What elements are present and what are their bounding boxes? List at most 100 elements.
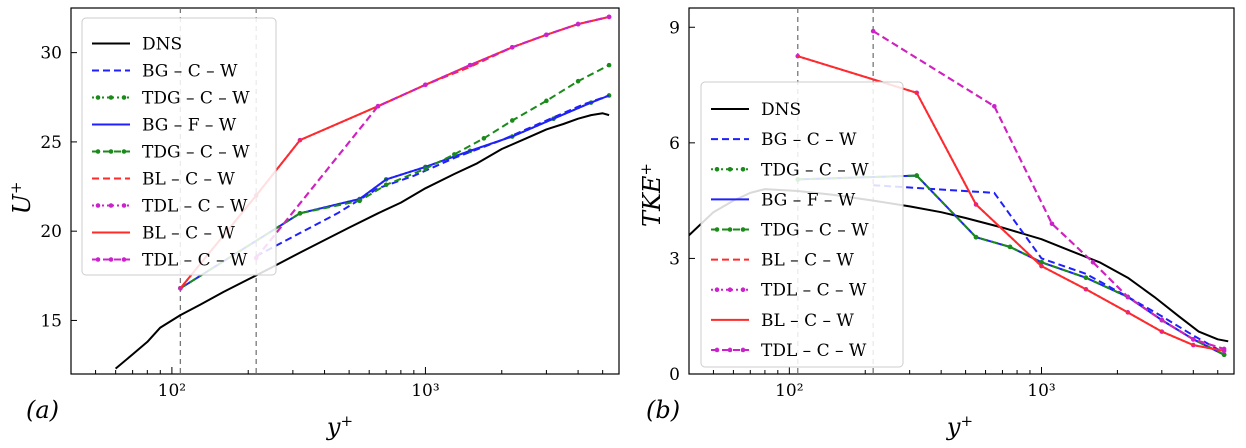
series-marker-TDG-C-W-dash: [1221, 352, 1227, 358]
legend-marker: [121, 149, 127, 154]
series-marker-TDG-C-W-dash: [973, 234, 979, 240]
series-marker-TDG-C-W-dash: [423, 166, 428, 171]
series-line-TDL-C-W-dash: [872, 30, 1225, 350]
legend-marker: [108, 203, 114, 208]
y-tick-label: 6: [669, 134, 680, 154]
legend-marker: [121, 203, 127, 208]
legend-marker: [108, 149, 114, 154]
y-tick-label: 3: [669, 249, 680, 269]
series-line-BL-C-W-solid: [179, 15, 610, 289]
legend-marker: [95, 257, 101, 262]
series-line-TDG-C-W-dash: [179, 64, 610, 290]
x-tick-label: 10³: [1027, 381, 1055, 401]
panel-b-frame: [688, 7, 1235, 375]
legend-marker: [714, 227, 720, 232]
legend-marker: [727, 347, 733, 353]
series-marker-TDG-C-W-dash: [544, 98, 549, 104]
legend-box: [81, 17, 277, 276]
x-tick-label: 10²: [158, 381, 186, 401]
legend-marker: [740, 347, 746, 353]
series-marker-TDL-C-W-dash: [509, 44, 515, 50]
legend-label: TDG – C – W: [761, 221, 869, 241]
legend-label: TDG – C – W: [142, 89, 250, 109]
panel-a-frame: [70, 7, 620, 375]
series-marker-TDG-C-W-dash: [1083, 275, 1089, 280]
series-marker-TDG-C-W-dash: [509, 118, 515, 123]
legend-marker: [95, 95, 101, 100]
legend-label: BL – C – W: [142, 224, 235, 244]
series-marker-TDL-C-W-dash: [1191, 337, 1196, 342]
series-line-BG-C-W: [873, 184, 1225, 354]
legend-marker: [121, 257, 127, 262]
series-marker-TDG-C-W-dash: [481, 136, 487, 141]
series-marker-TDG-C-W-dash: [914, 173, 920, 178]
series-line-BL-C-W-dash: [872, 30, 1225, 350]
series-marker-TDL-C-W-dash: [606, 14, 612, 20]
legend-label: BG – F – W: [142, 116, 237, 136]
legend-label: BL – C – W: [142, 170, 235, 190]
legend-marker: [740, 166, 746, 172]
y-tick-label: 20: [40, 222, 62, 242]
legend-marker: [121, 95, 127, 100]
series-marker-TDL-C-W-dash: [1159, 317, 1165, 323]
series-marker-TDG-C-W-dash: [357, 198, 362, 204]
series-line-DNS: [114, 112, 610, 370]
panel-b-xlabel: y+: [946, 412, 973, 441]
legend-box: [700, 81, 904, 368]
series-marker-TDG-C-W-dash: [383, 182, 389, 188]
series-line-BL-C-W-solid: [797, 55, 1225, 352]
panel-a-xlabel: y+: [326, 412, 353, 441]
legend-label: BG – C – W: [761, 130, 857, 150]
series-marker-TDL-C-W-dash: [1049, 221, 1055, 227]
panel-b-ylabel: TKE+: [637, 163, 666, 227]
legend-marker: [714, 287, 720, 293]
legend-marker: [740, 287, 746, 293]
series-marker-TDL-C-W-dash: [1221, 346, 1227, 352]
panel-b-tag: (b): [646, 396, 680, 424]
x-tick-label: 10³: [411, 381, 439, 401]
series-marker-TDG-C-W-dash: [575, 78, 581, 84]
series-marker-TDG-C-W-dash: [606, 62, 612, 68]
panel-a: 10² 10³ 15 20 25 30 y+ U+ (a) DNS BG – C – W TD…: [7, 7, 620, 441]
legend-label: BG – F – W: [761, 190, 856, 210]
legend-label: DNS: [761, 100, 801, 120]
series-marker-TDG-C-W-dash: [297, 211, 303, 216]
series-marker-TDL-C-W-dash: [575, 21, 581, 27]
legend-label: TDG – C – W: [761, 160, 869, 180]
series-marker-TDL-C-W-dash: [1090, 259, 1096, 265]
legend-marker: [108, 95, 114, 100]
series-marker-TDL-C-W-dash: [992, 103, 997, 109]
series-line-TDL-C-W-dash: [255, 15, 610, 259]
y-tick-label: 25: [40, 133, 62, 153]
legend-label: BG – C – W: [142, 62, 238, 82]
series-marker-TDL-C-W-dash: [544, 32, 549, 38]
legend-label: TDL – C – W: [142, 197, 248, 217]
legend-marker: [727, 287, 733, 293]
legend-label: TDG – C – W: [142, 143, 250, 163]
panel-a-tag: (a): [26, 396, 59, 424]
x-tick-label: 10²: [775, 381, 803, 401]
legend-marker: [714, 166, 720, 172]
series-line-BL-C-W-dash: [255, 15, 610, 259]
y-tick-label: 15: [40, 311, 62, 331]
panel-b: 10² 10³ 0 3 6 9 y+ TKE+ (b) DNS BG – C – W TDG …: [637, 7, 1235, 441]
legend-marker: [740, 227, 746, 232]
legend-marker: [95, 149, 101, 154]
legend-label: TDL – C – W: [761, 281, 867, 301]
legend-label: TDL – C – W: [761, 341, 867, 361]
series-marker-TDL-C-W-dash: [375, 103, 381, 109]
series-line-BG-C-W: [255, 94, 610, 258]
legend-label: BL – C – W: [761, 311, 854, 331]
series-marker-TDL-C-W-dash: [1125, 294, 1131, 300]
panel-a-ylabel: U+: [7, 182, 36, 215]
series-marker-TDG-C-W-dash: [1007, 244, 1013, 250]
legend-label: BL – C – W: [761, 251, 854, 271]
series-marker-TDL-C-W-dash: [870, 28, 876, 34]
legend-label: TDL – C – W: [142, 251, 248, 271]
legend-marker: [727, 227, 733, 232]
legend-marker: [727, 166, 733, 172]
series-marker-TDL-C-W-dash: [467, 62, 473, 68]
series-line-TDG-C-W-dash: [797, 174, 1225, 356]
series-marker-TDG-C-W-dash: [1039, 259, 1044, 265]
